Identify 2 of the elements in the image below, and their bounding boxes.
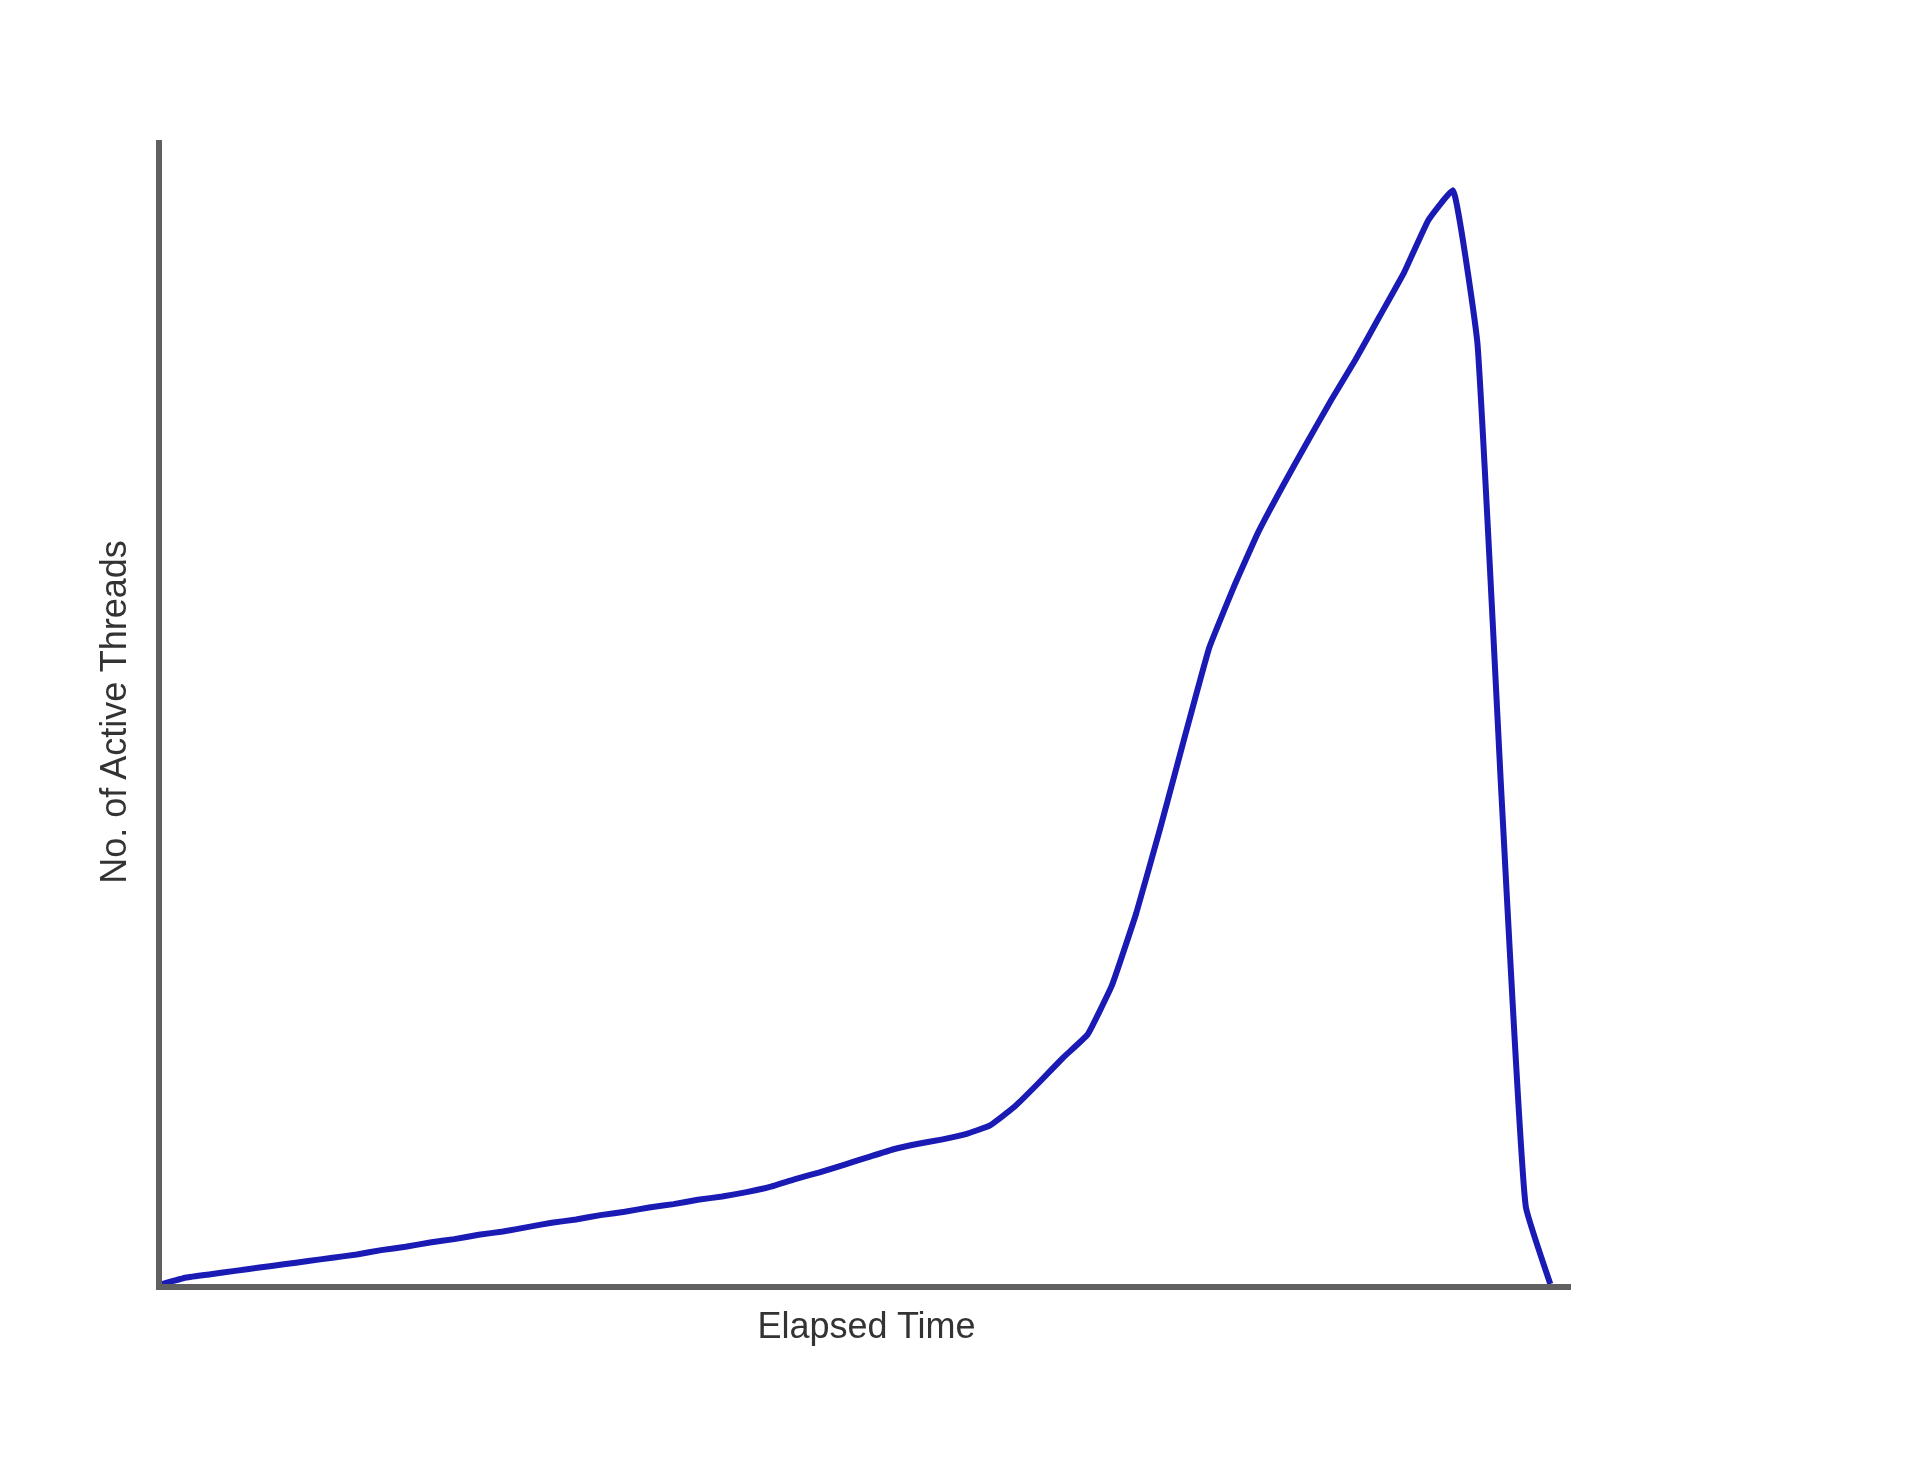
x-axis-title: Elapsed Time [757,1305,976,1347]
y-axis-title: No. of Active Threads [93,540,135,884]
